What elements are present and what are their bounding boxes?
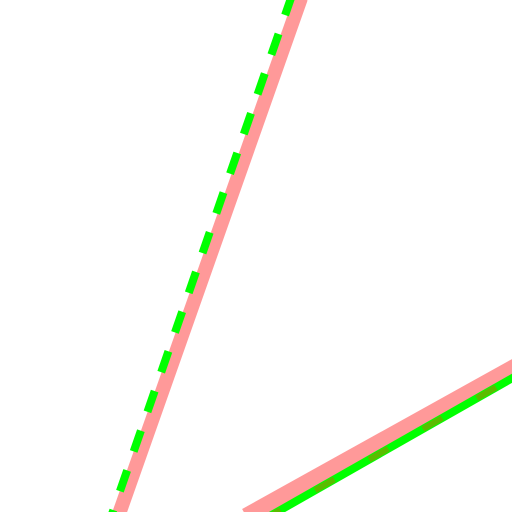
pink-line [242, 359, 512, 512]
green-line [268, 373, 512, 512]
pink-line [112, 0, 308, 512]
green-dashed-line [108, 0, 295, 512]
